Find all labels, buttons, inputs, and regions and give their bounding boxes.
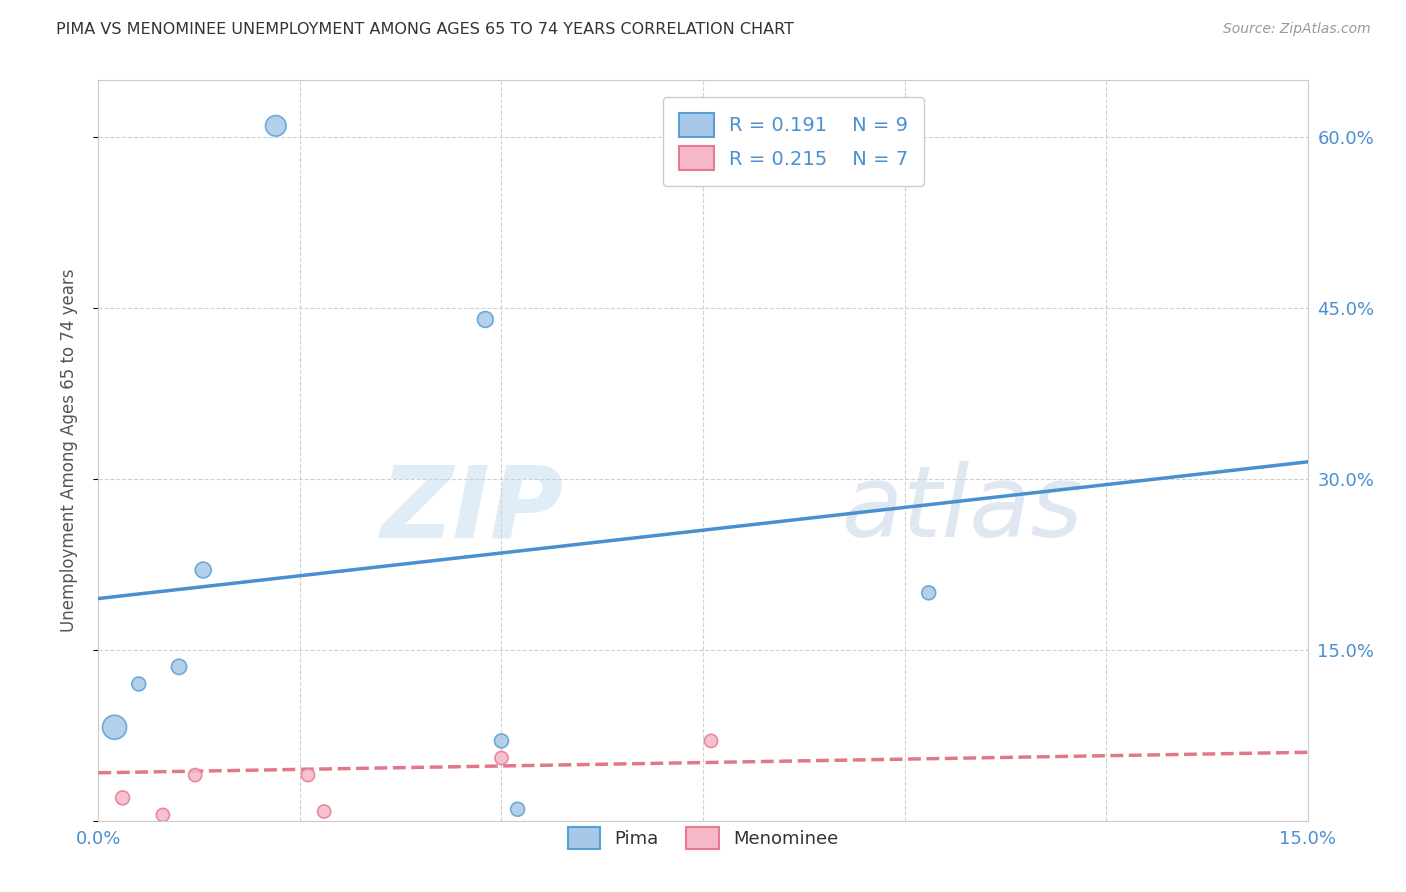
Point (491, 751, 513, 765)
Point (700, 734, 723, 748)
Point (167, 660, 190, 674)
Point (264, 119, 287, 133)
Text: PIMA VS MENOMINEE UNEMPLOYMENT AMONG AGES 65 TO 74 YEARS CORRELATION CHART: PIMA VS MENOMINEE UNEMPLOYMENT AMONG AGE… (56, 22, 794, 37)
Text: atlas: atlas (842, 461, 1084, 558)
Point (918, 586, 941, 600)
Text: Source: ZipAtlas.com: Source: ZipAtlas.com (1223, 22, 1371, 37)
Text: ZIP: ZIP (381, 461, 564, 558)
Point (111, 790, 134, 805)
Point (184, 768, 207, 782)
Point (314, 805, 336, 819)
Point (491, 734, 513, 748)
Point (128, 677, 150, 691)
Point (193, 563, 215, 577)
Point (152, 808, 174, 822)
Y-axis label: Unemployment Among Ages 65 to 74 years: Unemployment Among Ages 65 to 74 years (59, 268, 77, 632)
Point (103, 720, 125, 734)
Point (297, 768, 319, 782)
Point (474, 312, 496, 326)
Legend: Pima, Menominee: Pima, Menominee (561, 820, 845, 856)
Point (506, 802, 529, 816)
